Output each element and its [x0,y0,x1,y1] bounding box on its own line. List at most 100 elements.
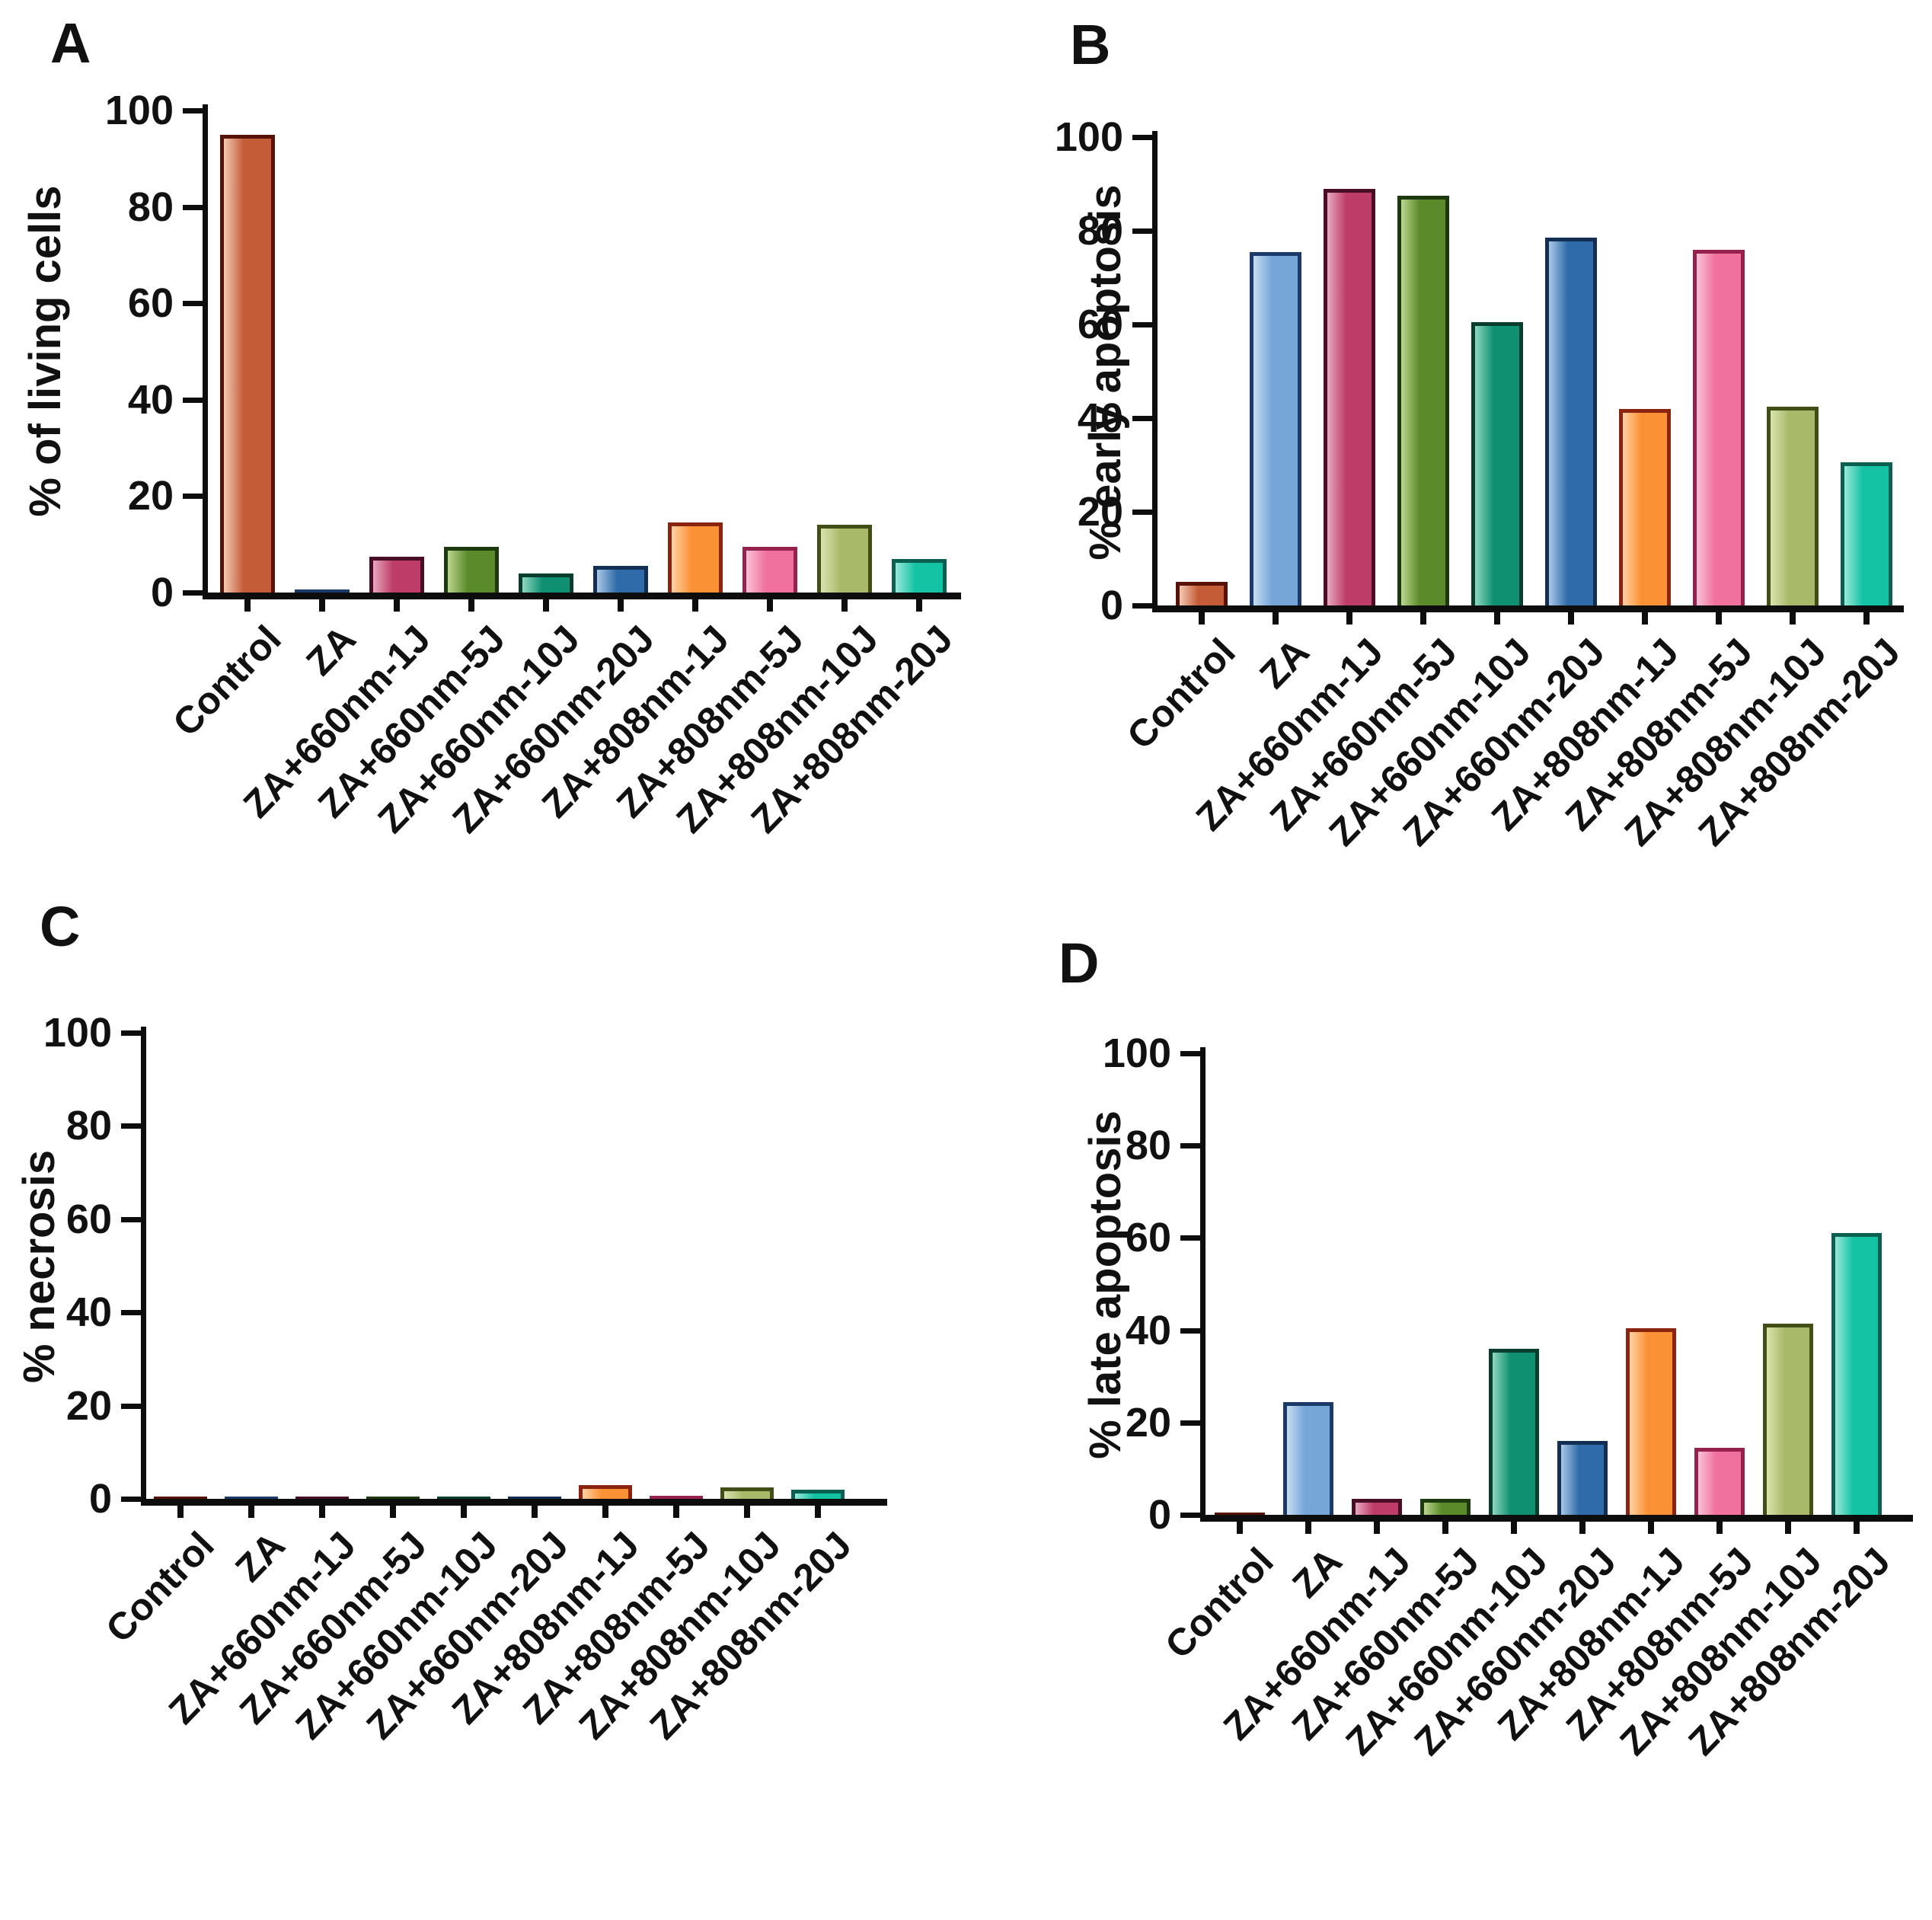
y-tick [183,204,203,210]
y-tick-label: 60 [1125,1215,1171,1261]
bar-za-660nm-20j [593,566,648,593]
panel-c-letter: C [40,895,81,958]
x-tick [1790,609,1796,625]
y-tick-label: 40 [65,1289,112,1336]
x-tick [815,1502,821,1518]
bar-za-808nm-10j [1763,1323,1813,1515]
y-tick [121,1310,141,1316]
bar-za-808nm-1j [1626,1327,1676,1515]
panel-d-plot: 0 20 40 60 80 100 Control ZA ZA+660nm-1J ZA+660nm… [1103,1032,1913,1763]
x-tick [673,1502,679,1518]
bar-za-660nm-1j [1324,188,1375,605]
bar-za-808nm-5j [1693,249,1745,605]
bar-za-660nm-5j [1420,1498,1471,1515]
x-tick [916,596,922,612]
y-tick-label: 100 [1102,1030,1171,1076]
y-tick [183,108,203,113]
y-tick [121,1497,141,1502]
y-tick [1132,603,1152,609]
x-tick [841,596,848,612]
x-tick [248,1502,254,1518]
x-tick [543,596,549,612]
x-tick [461,1502,467,1518]
y-tick [1180,1513,1200,1518]
bar-za [1250,251,1301,605]
y-tick [1180,1143,1200,1149]
y-tick [121,1123,141,1129]
x-tick [244,596,251,612]
y-tick [1180,1051,1200,1056]
y-tick-label: 60 [127,280,174,327]
bar-za-660nm-10j [519,573,573,593]
y-tick [1132,510,1152,515]
bar-control [220,134,275,593]
bar-za-660nm-10j [1489,1348,1539,1515]
x-axis-line [203,593,961,599]
y-tick [1180,1235,1200,1241]
bar-za-660nm-5j [1397,195,1449,605]
y-tick-label: 100 [104,88,174,133]
x-tick [1494,609,1500,625]
x-tick [1442,1518,1448,1534]
x-tick [532,1502,538,1518]
y-tick-label: 40 [1125,1307,1171,1353]
y-tick-label: 40 [127,376,174,423]
panel-b-plot: 0 20 40 60 80 100 Control ZA ZA+660nm-1J ZA+660nm… [1055,116,1908,854]
y-tick [183,301,203,307]
y-tick-label: 80 [1125,1123,1171,1169]
y-tick-label: 20 [65,1382,112,1429]
bar-control [1215,1512,1265,1515]
bar-control [1176,582,1228,605]
y-tick-label: 0 [150,570,174,615]
panel-d-letter: D [1059,931,1100,995]
x-tick [602,1502,608,1518]
y-tick [183,494,203,500]
bar-za-808nm-10j [1767,406,1819,605]
y-tick [1180,1420,1200,1426]
bar-za-808nm-20j [892,558,947,593]
bar-za-808nm-1j [1619,408,1671,605]
bar-za-660nm-20j [1545,238,1597,605]
y-tick [121,1403,141,1409]
bar-za-660nm-5j [444,546,499,593]
y-tick [1132,322,1152,327]
bar-za-660nm-10j [1471,321,1523,605]
y-tick-label: 0 [88,1476,112,1522]
x-tick [1642,609,1648,625]
bar-za-808nm-1j [668,522,723,593]
y-tick-label: 20 [1125,1399,1171,1446]
bar-za-808nm-20j [1841,462,1892,605]
bar-za-660nm-5j [366,1497,420,1499]
panel-a-plot: 0 20 40 60 80 100 Control ZA ZA+660nm-1J ZA+660nm… [105,89,961,841]
bar-za-808nm-20j [791,1489,845,1499]
bar-za [225,1497,278,1499]
bar-za-660nm-1j [1352,1498,1402,1515]
y-axis-line [1152,131,1158,612]
y-tick-label: 100 [43,1010,112,1056]
y-tick [183,590,203,596]
x-axis-line [1152,605,1904,612]
y-tick [1180,1327,1200,1334]
bar-za-660nm-20j [1557,1441,1608,1515]
y-tick-label: 80 [127,184,174,230]
x-tick [1237,1518,1243,1534]
y-tick-label: 100 [1054,114,1123,160]
bar-za-808nm-10j [817,525,872,593]
x-tick [1346,609,1352,625]
y-tick-label: 20 [1077,489,1123,535]
y-axis-line [1200,1047,1206,1521]
panel-d-y-axis-title: % late apoptosis [1081,1110,1130,1459]
x-tick [1648,1518,1654,1534]
y-tick [1132,228,1152,234]
bar-za-808nm-5j [1694,1448,1745,1515]
panel-c-y-axis-title: % necrosis [14,1149,64,1384]
x-tick [319,1502,325,1518]
y-tick [121,1030,141,1036]
x-tick [1863,609,1870,625]
x-tick [1568,609,1574,625]
bar-za-808nm-20j [1831,1233,1882,1515]
y-tick-label: 20 [127,473,174,519]
y-tick-label: 80 [65,1103,112,1149]
y-tick [121,1216,141,1222]
bar-control [154,1497,207,1499]
